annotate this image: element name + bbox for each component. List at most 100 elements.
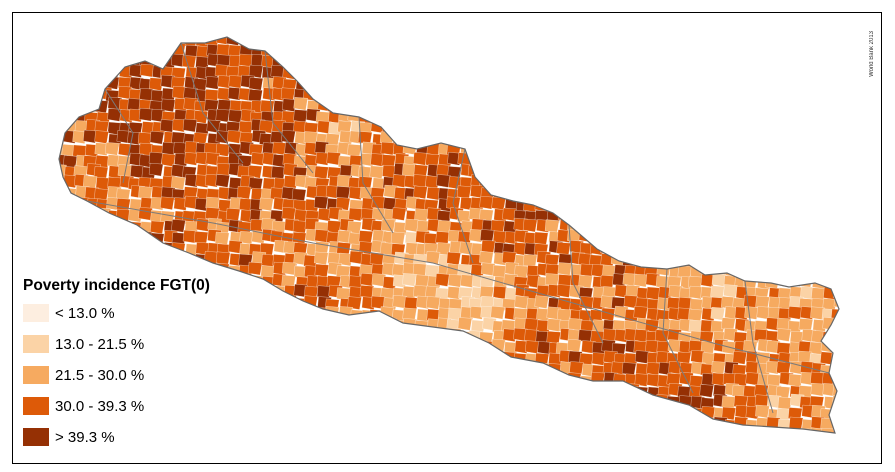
district-area (788, 64, 804, 78)
district-area (767, 63, 782, 78)
district-area (437, 118, 452, 133)
district-area (426, 56, 442, 70)
district-area (713, 241, 728, 255)
district-area (107, 253, 122, 268)
district-area (492, 142, 507, 157)
district-area (765, 264, 780, 279)
district-area (504, 383, 520, 397)
district-area (480, 427, 495, 433)
district-area (776, 131, 792, 146)
district-area (149, 131, 165, 145)
district-area (633, 438, 647, 451)
district-area (251, 385, 266, 399)
district-area (160, 196, 175, 210)
district-area (834, 45, 839, 59)
district-area (809, 99, 825, 113)
district-area (338, 66, 353, 80)
district-area (394, 110, 409, 125)
district-area (688, 221, 704, 235)
district-area (537, 375, 552, 389)
district-area (271, 339, 286, 353)
district-area (229, 319, 245, 333)
district-area (602, 396, 618, 410)
district-area (777, 96, 792, 111)
district-area (261, 353, 276, 367)
district-area (470, 416, 485, 430)
district-area (643, 220, 659, 234)
district-area (391, 43, 406, 57)
district-area (677, 111, 692, 126)
district-area (603, 166, 618, 180)
district-area (681, 442, 695, 455)
district-area (756, 440, 770, 453)
district-area (820, 133, 835, 147)
district-area (723, 284, 738, 298)
district-area (724, 232, 739, 247)
district-area (350, 320, 365, 334)
district-area (401, 75, 417, 89)
district-area (548, 440, 562, 453)
district-area (732, 351, 747, 365)
district-area (600, 109, 615, 124)
district-area (271, 416, 286, 431)
district-area (239, 276, 254, 290)
district-area (326, 53, 341, 67)
district-area (259, 307, 274, 321)
district-area (820, 427, 836, 433)
district-area (811, 240, 826, 254)
district-area (460, 132, 475, 146)
district-area (588, 406, 604, 420)
district-area (547, 53, 562, 68)
district-area (700, 67, 715, 81)
district-area (812, 52, 827, 67)
district-area (471, 77, 486, 92)
district-area (251, 316, 266, 331)
district-area (667, 442, 681, 455)
district-area (347, 37, 362, 48)
district-area (115, 208, 131, 223)
district-area (833, 108, 839, 122)
district-area (821, 197, 836, 211)
district-area (273, 440, 287, 453)
district-area (700, 141, 715, 155)
district-area (260, 37, 275, 46)
zone-boundary (180, 42, 244, 164)
district-area (404, 419, 419, 433)
district-area (240, 318, 255, 332)
district-area (413, 185, 428, 200)
district-area (97, 56, 112, 70)
district-area (313, 196, 329, 210)
district-area (468, 372, 483, 386)
district-area (403, 439, 417, 452)
district-area (304, 65, 319, 79)
district-area (259, 419, 275, 433)
district-area (831, 188, 839, 202)
district-area (271, 329, 286, 343)
district-area (603, 199, 618, 214)
district-area (831, 75, 839, 89)
district-area (768, 188, 783, 203)
district-area (481, 53, 497, 67)
district-area (557, 384, 572, 398)
district-area (766, 430, 781, 433)
district-area (833, 121, 839, 136)
district-area (327, 43, 343, 58)
district-area (501, 177, 517, 191)
district-area (809, 144, 825, 158)
district-area (393, 77, 409, 91)
district-area (416, 109, 431, 123)
district-area (635, 427, 651, 433)
district-area (347, 296, 362, 310)
district-area (437, 364, 452, 378)
district-area (767, 78, 783, 92)
district-area (436, 108, 451, 122)
district-area (591, 37, 607, 46)
district-area (669, 427, 684, 433)
district-area (647, 198, 662, 212)
district-area (743, 166, 758, 180)
district-area (251, 364, 266, 378)
district-area (337, 37, 352, 48)
district-area (427, 330, 443, 344)
district-area (567, 89, 582, 103)
district-area (119, 232, 134, 246)
